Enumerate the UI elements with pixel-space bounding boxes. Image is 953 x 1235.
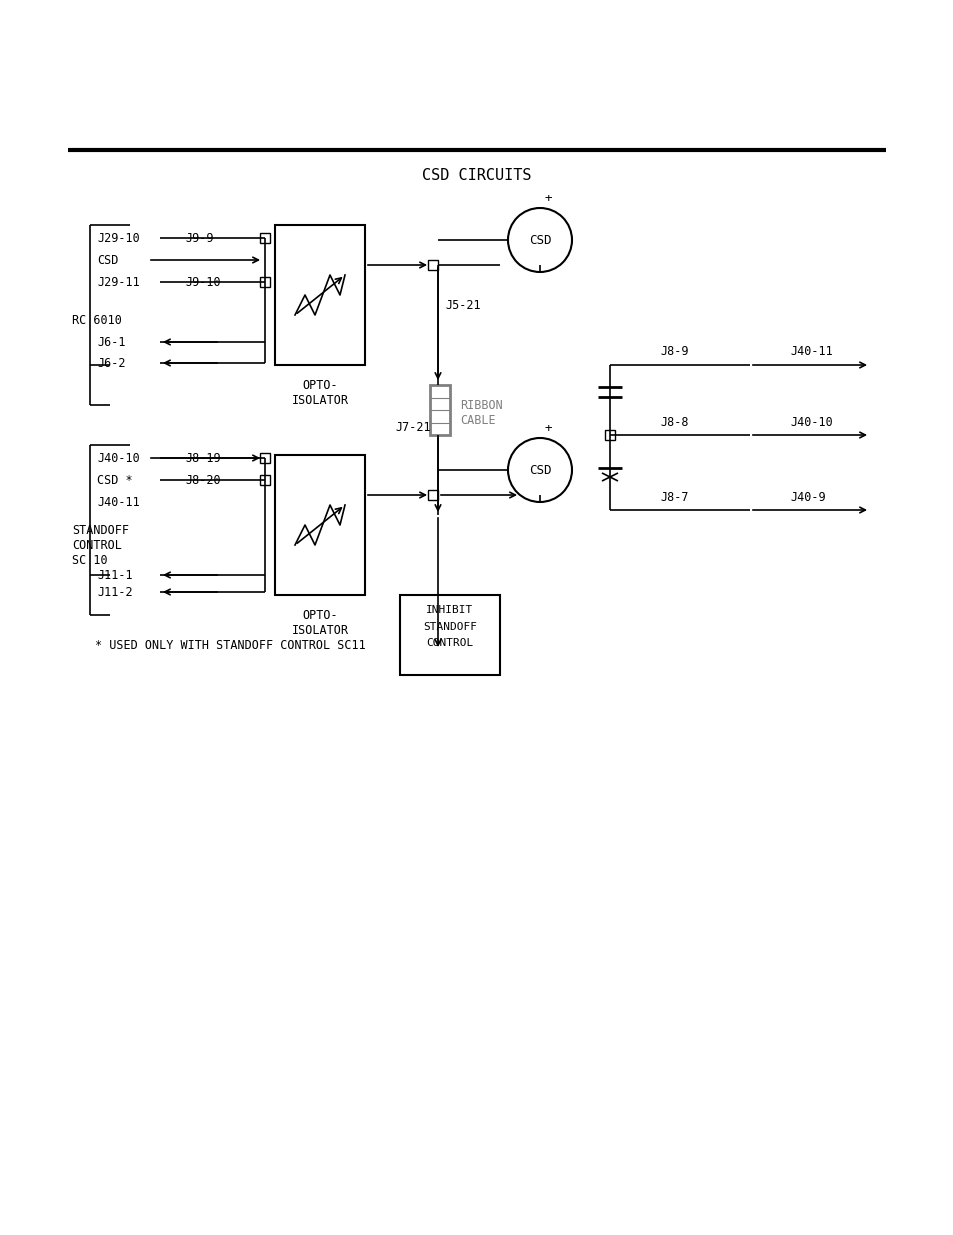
- Bar: [274, 225, 365, 366]
- Text: J8-20: J8-20: [185, 473, 220, 487]
- Text: J29-11: J29-11: [97, 275, 139, 289]
- Bar: [428, 261, 437, 270]
- Text: STANDOFF: STANDOFF: [422, 622, 476, 632]
- Bar: [428, 490, 437, 500]
- Text: J5-21: J5-21: [444, 299, 480, 311]
- Text: +: +: [543, 422, 551, 435]
- Text: J11-1: J11-1: [97, 568, 132, 582]
- Text: CABLE: CABLE: [459, 414, 496, 426]
- Bar: [260, 453, 270, 463]
- Text: J40-10: J40-10: [789, 415, 832, 429]
- Text: J8-8: J8-8: [659, 415, 688, 429]
- Text: J40-9: J40-9: [789, 490, 824, 504]
- Text: SC 10: SC 10: [71, 553, 108, 567]
- Text: J6-2: J6-2: [97, 357, 126, 369]
- Text: STANDOFF: STANDOFF: [71, 524, 129, 536]
- Text: CSD: CSD: [528, 233, 551, 247]
- Text: CSD *: CSD *: [97, 473, 132, 487]
- Text: J11-2: J11-2: [97, 585, 132, 599]
- Bar: [260, 233, 270, 243]
- Text: J8-9: J8-9: [659, 345, 688, 357]
- Text: J29-10: J29-10: [97, 231, 139, 245]
- Text: RIBBON: RIBBON: [459, 399, 502, 411]
- Text: J7-21: J7-21: [395, 420, 430, 433]
- Bar: [430, 385, 450, 435]
- Text: CSD CIRCUITS: CSD CIRCUITS: [422, 168, 531, 183]
- Text: J40-10: J40-10: [97, 452, 139, 464]
- Text: OPTO-: OPTO-: [302, 609, 337, 621]
- Text: J6-1: J6-1: [97, 336, 126, 348]
- Bar: [260, 475, 270, 485]
- Text: ISOLATOR: ISOLATOR: [292, 624, 348, 636]
- Bar: [274, 454, 365, 595]
- Text: OPTO-: OPTO-: [302, 378, 337, 391]
- Bar: [604, 430, 615, 440]
- Text: CSD: CSD: [97, 253, 118, 267]
- Text: J40-11: J40-11: [789, 345, 832, 357]
- Text: * USED ONLY WITH STANDOFF CONTROL SC11: * USED ONLY WITH STANDOFF CONTROL SC11: [95, 638, 365, 652]
- Text: +: +: [543, 191, 551, 205]
- Text: ISOLATOR: ISOLATOR: [292, 394, 348, 406]
- Text: J40-11: J40-11: [97, 495, 139, 509]
- Text: J8-19: J8-19: [185, 452, 220, 464]
- Text: J9-10: J9-10: [185, 275, 220, 289]
- Text: J9-9: J9-9: [185, 231, 213, 245]
- Text: CONTROL: CONTROL: [426, 638, 473, 648]
- Text: RC 6010: RC 6010: [71, 314, 122, 326]
- Text: J8-7: J8-7: [659, 490, 688, 504]
- Bar: [399, 595, 499, 676]
- Text: INHIBIT: INHIBIT: [426, 605, 473, 615]
- Text: CSD: CSD: [528, 463, 551, 477]
- Bar: [260, 277, 270, 287]
- Text: CONTROL: CONTROL: [71, 538, 122, 552]
